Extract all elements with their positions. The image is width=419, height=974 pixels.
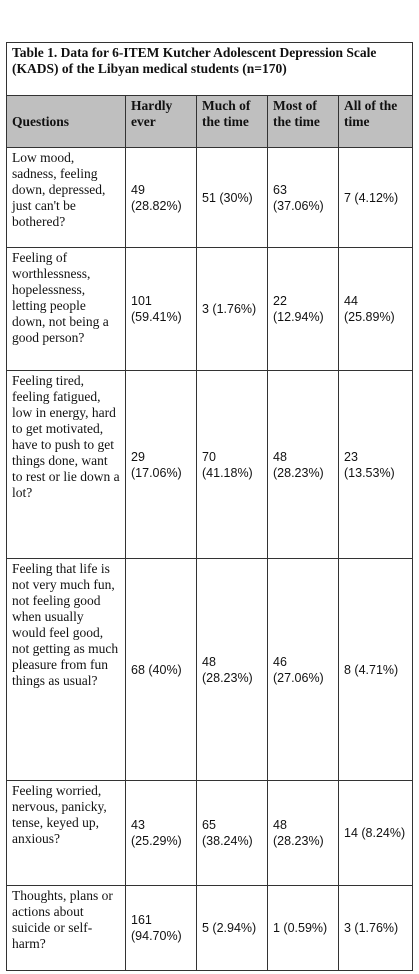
count-cell: 161 (94.70%) [125,885,197,971]
count-cell: 3 (1.76%) [196,247,268,371]
count-cell: 46 (27.06%) [267,558,339,781]
count-cell: 44 (25.89%) [337,247,414,371]
count-cell: 43 (25.29%) [125,780,197,886]
header-cell: All of the time [337,95,414,148]
question-cell: Feeling that life is not very much fun, … [6,558,126,781]
count-cell: 5 (2.94%) [196,885,268,971]
count-cell: 1 (0.59%) [267,885,339,971]
question-cell: Feeling worried, nervous, panicky, tense… [6,780,126,886]
table-caption: Table 1. Data for 6-ITEM Kutcher Adolesc… [5,42,414,96]
table-row: Low mood, sadness, feeling down, depress… [6,147,414,248]
table-row: Feeling worried, nervous, panicky, tense… [6,780,414,886]
count-cell: 49 (28.82%) [125,147,197,248]
table-row: Thoughts, plans or actions about suicide… [6,885,414,971]
header-cell: Questions [6,95,126,148]
header-row: Questions Hardly ever Much of the time Most… [6,95,414,148]
count-cell: 7 (4.12%) [337,147,414,248]
count-cell: 63 (37.06%) [267,147,339,248]
count-cell: 101 (59.41%) [125,247,197,371]
question-cell: Thoughts, plans or actions about suicide… [6,885,126,971]
table-row: Feeling of worthlessness, hopelessness, … [6,247,414,371]
question-cell: Low mood, sadness, feeling down, depress… [6,147,126,248]
count-cell: 23 (13.53%) [337,370,414,559]
count-cell: 48 (28.23%) [196,558,268,781]
header-cell: Hardly ever [125,95,197,148]
count-cell: 22 (12.94%) [267,247,339,371]
data-table: Table 1. Data for 6-ITEM Kutcher Adolesc… [5,42,414,971]
count-cell: 14 (8.24%) [337,780,414,886]
question-cell: Feeling tired, feeling fatigued, low in … [6,370,126,559]
count-cell: 8 (4.71%) [337,558,414,781]
count-cell: 3 (1.76%) [337,885,414,971]
header-cell: Most of the time [267,95,339,148]
count-cell: 70 (41.18%) [196,370,268,559]
count-cell: 68 (40%) [125,558,197,781]
header-cell: Much of the time [196,95,268,148]
table-row: Feeling that life is not very much fun, … [6,558,414,781]
count-cell: 51 (30%) [196,147,268,248]
count-cell: 48 (28.23%) [267,370,339,559]
count-cell: 29 (17.06%) [125,370,197,559]
count-cell: 65 (38.24%) [196,780,268,886]
count-cell: 48 (28.23%) [267,780,339,886]
table-row: Feeling tired, feeling fatigued, low in … [6,370,414,559]
question-cell: Feeling of worthlessness, hopelessness, … [6,247,126,371]
